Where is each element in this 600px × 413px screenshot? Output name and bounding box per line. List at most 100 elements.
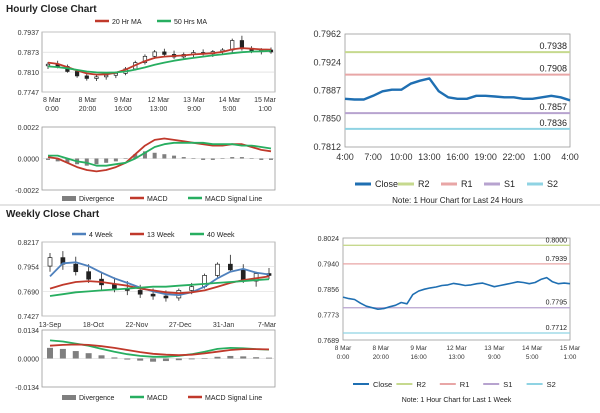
candle-body bbox=[137, 290, 143, 295]
x-tick-label: 1:00 bbox=[533, 152, 551, 162]
x-tick-label: 18-Oct bbox=[83, 322, 104, 329]
level-label-r2: 0.7938 bbox=[539, 41, 567, 51]
legend-label: 13 Week bbox=[147, 232, 175, 239]
divergence-bar bbox=[46, 158, 50, 160]
divergence-bar bbox=[111, 357, 118, 359]
y-tick-label: 0.7850 bbox=[313, 113, 341, 123]
level-label-r1: 0.7908 bbox=[539, 64, 567, 74]
legend-label: 50 Hrs MA bbox=[174, 19, 207, 26]
x-tick-label: 22:00 bbox=[502, 152, 525, 162]
x-tick-label: 10:00 bbox=[390, 152, 413, 162]
candle-body bbox=[94, 76, 99, 79]
candle-body bbox=[162, 51, 167, 55]
x-tick-time: 5:00 bbox=[526, 354, 539, 361]
x-tick-date: 8 Mar bbox=[79, 97, 98, 104]
y-tick-label: 0.7812 bbox=[313, 142, 341, 152]
chart-note: Note: 1 Hour Chart for Last 1 Week bbox=[402, 397, 512, 404]
y-tick-label: 0.7427 bbox=[18, 314, 40, 321]
legend-label: S1 bbox=[503, 380, 512, 389]
divergence-bar bbox=[124, 358, 131, 360]
candle-body bbox=[86, 271, 91, 280]
x-tick-label: 19:00 bbox=[474, 152, 497, 162]
close-price-line bbox=[344, 77, 571, 102]
x-tick-label: 31-Jan bbox=[213, 322, 235, 329]
legend-label: S2 bbox=[547, 380, 556, 389]
divergence-bar bbox=[55, 158, 60, 162]
divergence-bar bbox=[137, 358, 144, 361]
legend-label: S1 bbox=[504, 179, 515, 189]
divergence-bar bbox=[72, 351, 79, 359]
y-tick-label: 0.7856 bbox=[318, 287, 340, 294]
legend-label: Close bbox=[373, 380, 392, 389]
y-tick-label: 0.7924 bbox=[313, 58, 341, 68]
divergence-bar bbox=[150, 358, 157, 362]
level-label-s2: 0.7836 bbox=[539, 118, 567, 128]
candle-body bbox=[74, 71, 80, 77]
legend-label: Divergence bbox=[79, 196, 115, 203]
x-tick-label: 7:00 bbox=[364, 152, 382, 162]
x-tick-label: 27-Dec bbox=[169, 322, 192, 329]
macd-signal-line bbox=[49, 343, 270, 357]
legend-label: R2 bbox=[416, 380, 426, 389]
divergence-bar bbox=[201, 158, 206, 160]
x-tick-time: 9:00 bbox=[187, 106, 201, 113]
close-price-line bbox=[342, 276, 571, 311]
y-tick-label: 0.8024 bbox=[318, 236, 340, 243]
divergence-bar bbox=[113, 158, 118, 162]
x-tick-date: 14 Mar bbox=[522, 345, 543, 352]
divergence-bar bbox=[133, 154, 138, 159]
x-tick-label: 4:00 bbox=[561, 152, 579, 162]
divergence-bar bbox=[259, 158, 264, 160]
divergence-bar bbox=[210, 158, 215, 160]
y-tick-label: 0.0000 bbox=[18, 157, 40, 164]
divergence-bar bbox=[104, 158, 109, 163]
weekly-close-chart: 0.8024 0.7940 0.7856 0.7773 0.7689 0.8000 0.79… bbox=[318, 236, 581, 404]
chart-note: Note: 1 Hour Chart for Last 24 Hours bbox=[392, 196, 523, 205]
divergence-bar bbox=[85, 353, 92, 359]
candle-body bbox=[47, 257, 53, 267]
x-tick-date: 13 Mar bbox=[484, 345, 505, 352]
x-tick-time: 0:00 bbox=[45, 106, 59, 113]
x-tick-date: 14 Mar bbox=[219, 97, 241, 104]
legend-label: MACD Signal Line bbox=[205, 196, 262, 203]
legend-label: R1 bbox=[460, 380, 470, 389]
divergence-bar bbox=[191, 158, 196, 159]
divergence-bar bbox=[188, 358, 195, 360]
x-tick-time: 13:00 bbox=[150, 106, 168, 113]
candle-body bbox=[142, 55, 148, 63]
x-tick-time: 13:00 bbox=[448, 354, 465, 361]
y-tick-label: -0.0134 bbox=[15, 385, 39, 392]
y-tick-label: 0.0022 bbox=[18, 125, 40, 132]
x-tick-time: 20:00 bbox=[373, 354, 390, 361]
divergence-bar bbox=[253, 357, 260, 359]
x-tick-date: 8 Mar bbox=[373, 345, 390, 352]
y-tick-label: 0.7873 bbox=[18, 50, 40, 57]
candle-body bbox=[104, 74, 109, 78]
divergence-bar bbox=[59, 348, 66, 359]
y-tick-label: 0.7773 bbox=[318, 312, 340, 319]
legend-label: MACD bbox=[147, 395, 168, 402]
y-tick-label: 0.7937 bbox=[18, 30, 40, 37]
x-tick-date: 8 Mar bbox=[43, 97, 62, 104]
divergence-bar bbox=[65, 158, 70, 163]
divergence-bar bbox=[240, 356, 247, 359]
y-tick-label: 0.0134 bbox=[18, 328, 40, 335]
level-label-s1: 0.7857 bbox=[539, 102, 567, 112]
candle-body bbox=[45, 63, 51, 67]
level-label-r2: 0.8000 bbox=[546, 237, 568, 244]
x-tick-date: 12 Mar bbox=[148, 97, 170, 104]
divergence-bar bbox=[152, 152, 157, 159]
x-tick-time: 16:00 bbox=[114, 106, 132, 113]
ma-50hr-line bbox=[47, 50, 272, 74]
candle-body bbox=[84, 75, 89, 79]
divergence-bar bbox=[162, 358, 169, 362]
weekly-section-title: Weekly Close Chart bbox=[6, 209, 100, 220]
legend-label: R2 bbox=[418, 179, 430, 189]
y-tick-label: 0.7954 bbox=[18, 265, 40, 272]
legend-label: R1 bbox=[461, 179, 473, 189]
legend-swatch bbox=[62, 196, 76, 201]
macd-signal-line bbox=[48, 141, 272, 167]
x-tick-date: 9 Mar bbox=[410, 345, 427, 352]
ma-20hr-line bbox=[47, 47, 272, 76]
